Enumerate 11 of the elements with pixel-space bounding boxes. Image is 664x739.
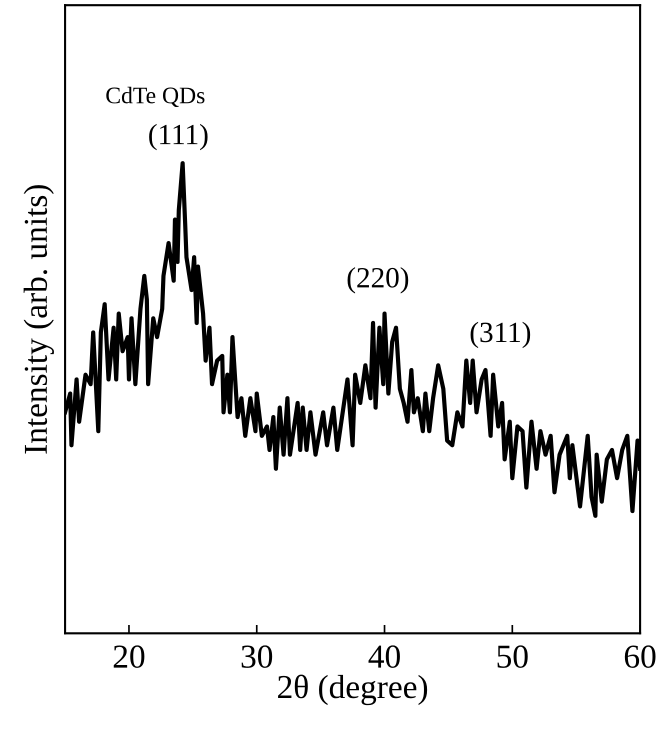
- y-axis-title: Intensity (arb. units): [24, 185, 54, 454]
- x-tick-label: 20: [114, 645, 144, 668]
- text: CdTe QDs: [106, 86, 204, 108]
- annotation: (311): [470, 322, 530, 348]
- x-axis-title: 2θ (degree): [278, 674, 428, 706]
- x-tick-label: 30: [242, 645, 272, 668]
- x-tick-label: 60: [624, 645, 656, 668]
- x-tick-label: 40: [368, 645, 400, 668]
- x-tick-label: 50: [498, 645, 528, 668]
- annotation: (220): [348, 267, 408, 294]
- text: (111): [149, 124, 208, 150]
